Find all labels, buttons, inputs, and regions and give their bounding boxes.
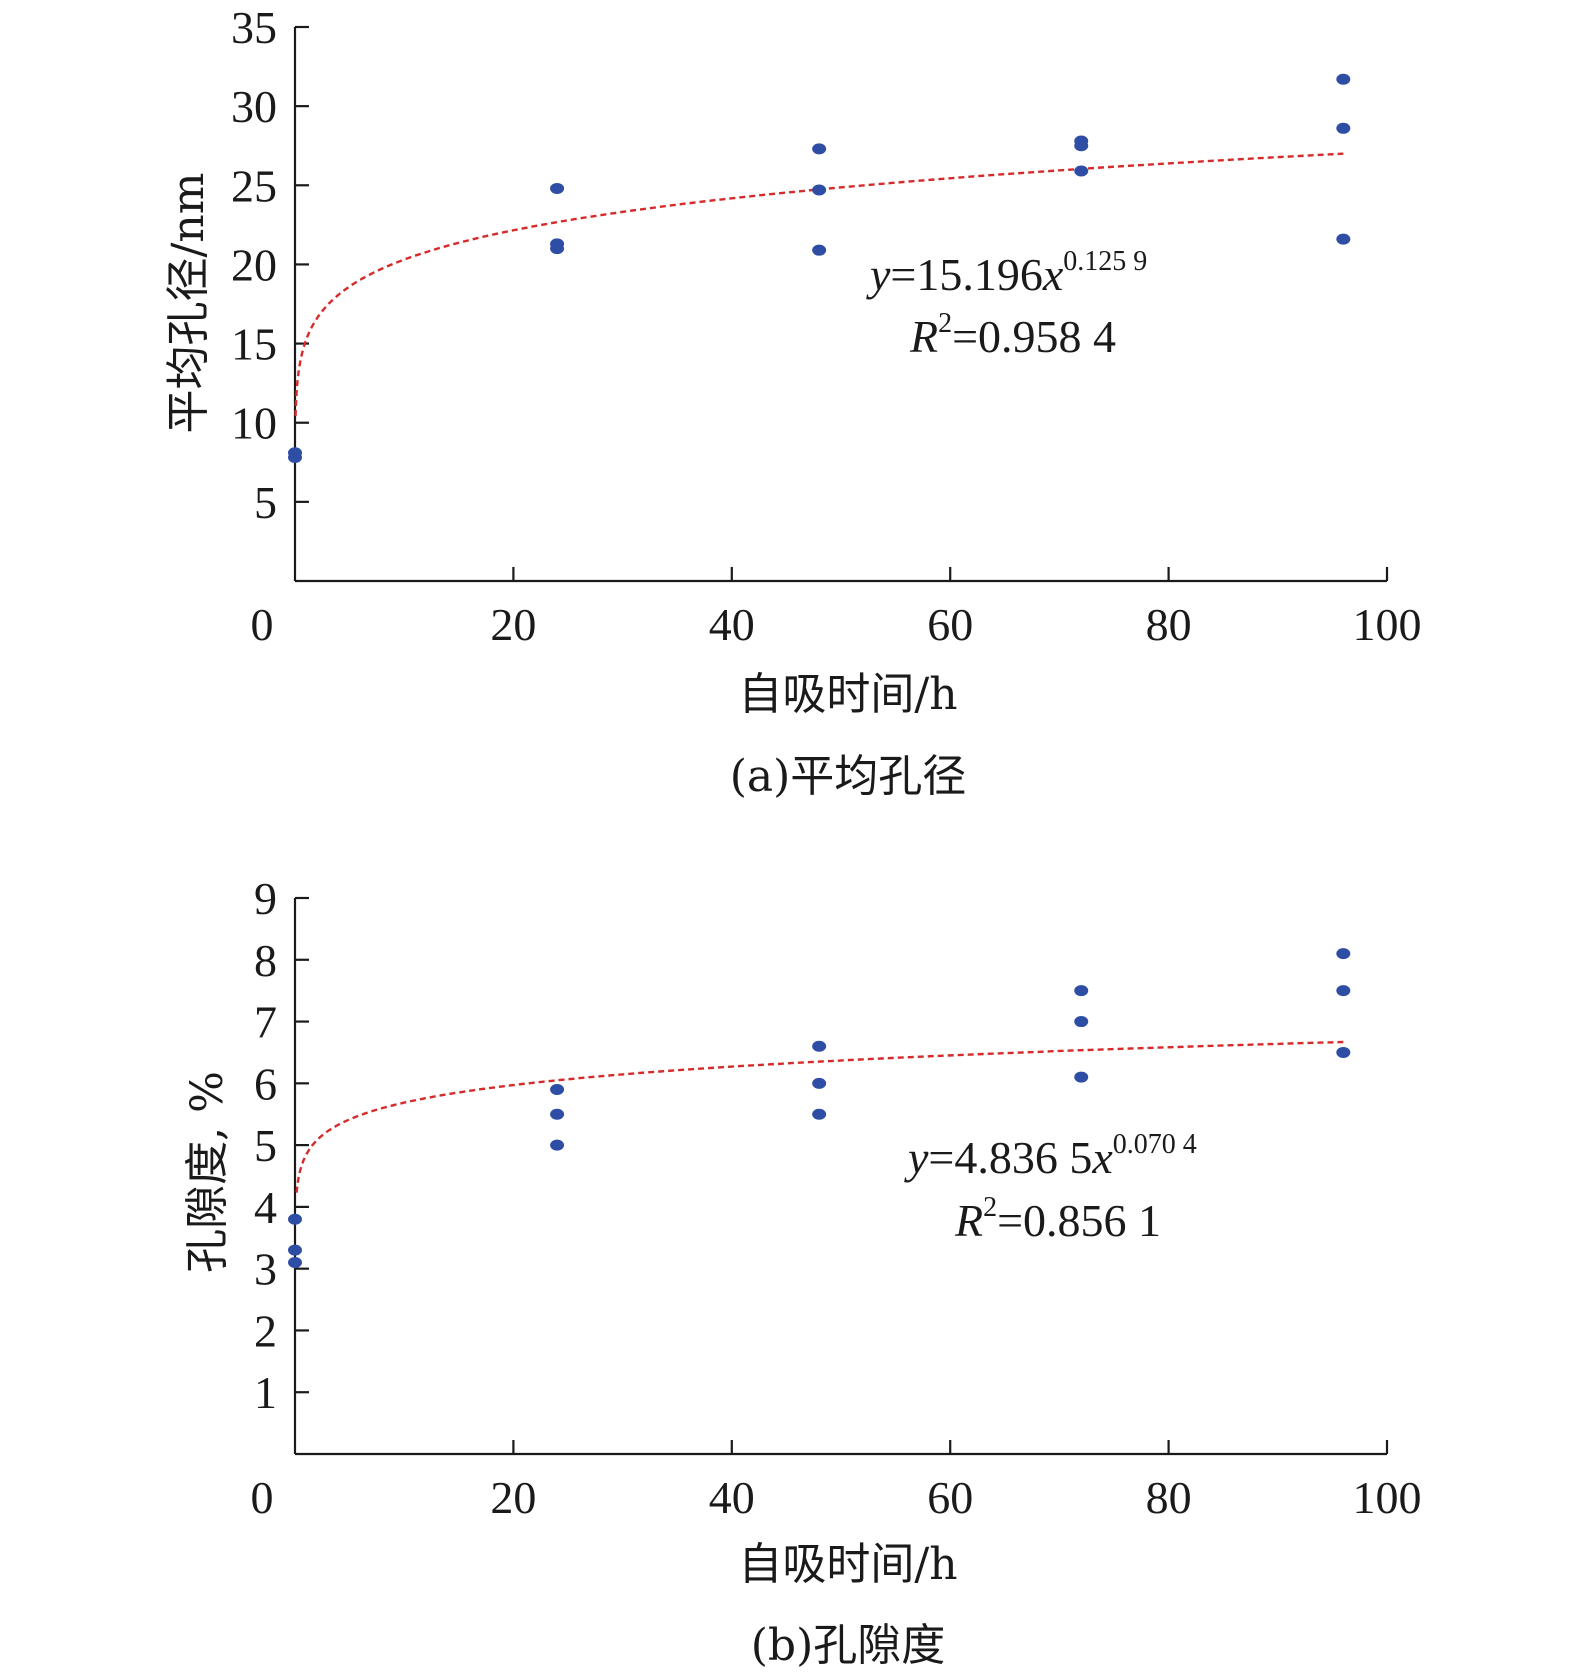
y-tick-label: 10 [231, 398, 277, 449]
r-var: R [954, 1195, 983, 1246]
r-sup: 2 [983, 1192, 997, 1223]
x-tick-label: 80 [1146, 599, 1192, 650]
data-point [1074, 140, 1089, 152]
r-value: =0.856 1 [997, 1195, 1161, 1246]
eq-y-var: y [866, 249, 891, 300]
eq-exponent: 0.070 4 [1113, 1129, 1197, 1160]
y-tick-label: 2 [254, 1305, 277, 1356]
data-point [812, 1108, 827, 1120]
data-point [812, 244, 827, 256]
y-tick-label: 6 [254, 1058, 277, 1109]
y-tick-label: 1 [254, 1367, 277, 1418]
x-tick-label: 40 [709, 599, 755, 650]
data-point [812, 143, 827, 155]
data-point [550, 1108, 565, 1120]
y-tick-label: 20 [231, 239, 277, 290]
y-tick-label: 5 [254, 477, 277, 528]
eq-main: =4.836 5 [928, 1132, 1092, 1183]
x-tick-label: 40 [709, 1472, 755, 1523]
data-point [1074, 1071, 1089, 1083]
y-tick-label: 7 [254, 997, 277, 1048]
data-point [550, 1139, 565, 1151]
x-tick-label: 80 [1146, 1472, 1192, 1523]
x-tick-label: 100 [1353, 1472, 1422, 1523]
data-point [288, 1256, 302, 1268]
data-point [1336, 985, 1351, 997]
data-point [1074, 1016, 1089, 1028]
data-point [288, 1213, 302, 1225]
eq-exponent: 0.125 9 [1063, 246, 1147, 277]
svg-text:R2=0.958 4: R2=0.958 4 [909, 308, 1116, 362]
eq-x-var: x [1042, 249, 1064, 300]
x-axis-title: 自吸时间/h [738, 669, 957, 720]
fit-curve [294, 152, 1344, 417]
data-point [1074, 985, 1089, 997]
y-tick-label: 8 [254, 935, 277, 986]
x-axis-title: 自吸时间/h [738, 1539, 957, 1590]
y-axis-title: 平均孔径/nm [163, 173, 214, 434]
fit-equation: y=4.836 5x0.070 4 R2=0.856 1 [904, 1129, 1197, 1246]
y-tick-label: 15 [231, 319, 277, 370]
y-tick-label: 5 [254, 1120, 277, 1171]
fit-curve [295, 1040, 1344, 1193]
x-tick-label: 20 [490, 599, 536, 650]
chart-average-pore-size: 0 20 40 60 80 100 5 10 15 20 25 30 35 自吸时间/h 平均孔径/nm… [163, 2, 1422, 802]
data-point [1336, 73, 1351, 85]
r-value: =0.958 4 [952, 311, 1116, 362]
data-point [550, 1084, 565, 1096]
data-point [550, 243, 565, 255]
x-tick-label: 20 [490, 1472, 536, 1523]
eq-main: =15.196 [890, 249, 1042, 300]
svg-text:R2=0.856 1: R2=0.856 1 [954, 1192, 1161, 1246]
data-point [1336, 1046, 1351, 1058]
svg-text:y=15.196x0.125 9: y=15.196x0.125 9 [866, 246, 1147, 300]
chart-caption: (a)平均孔径 [730, 751, 967, 802]
x-tick-label: 60 [927, 1472, 973, 1523]
data-point [812, 1077, 827, 1089]
data-point [1074, 165, 1089, 177]
eq-y-var: y [904, 1132, 929, 1183]
data-point [812, 184, 827, 196]
r-var: R [909, 311, 938, 362]
y-tick-label: 4 [254, 1182, 277, 1233]
x-tick-label: 0 [251, 599, 274, 650]
data-point [288, 1244, 302, 1256]
chart-porosity: 0 20 40 60 80 100 1 2 3 4 5 6 7 8 9 自吸时间/h 孔隙度, % (b)孔… [182, 873, 1422, 1671]
y-tick-label: 9 [254, 873, 277, 924]
y-tick-label: 35 [231, 2, 277, 53]
data-point [1336, 233, 1351, 245]
r-sup: 2 [938, 308, 952, 339]
fit-equation: y=15.196x0.125 9 R2=0.958 4 [866, 246, 1147, 362]
x-tick-label: 100 [1353, 599, 1422, 650]
y-axis-title: 孔隙度, % [182, 1071, 233, 1273]
data-point [1336, 122, 1351, 134]
x-tick-label: 0 [251, 1472, 274, 1523]
data-point [288, 447, 302, 459]
data-point [812, 1040, 827, 1052]
svg-text:y=4.836 5x0.070 4: y=4.836 5x0.070 4 [904, 1129, 1197, 1183]
y-tick-label: 30 [231, 81, 277, 132]
eq-x-var: x [1091, 1132, 1113, 1183]
chart-caption: (b)孔隙度 [751, 1620, 946, 1671]
y-tick-label: 3 [254, 1244, 277, 1295]
y-tick-label: 25 [231, 160, 277, 211]
data-point [1336, 948, 1351, 960]
data-point [550, 182, 565, 194]
x-tick-label: 60 [927, 599, 973, 650]
